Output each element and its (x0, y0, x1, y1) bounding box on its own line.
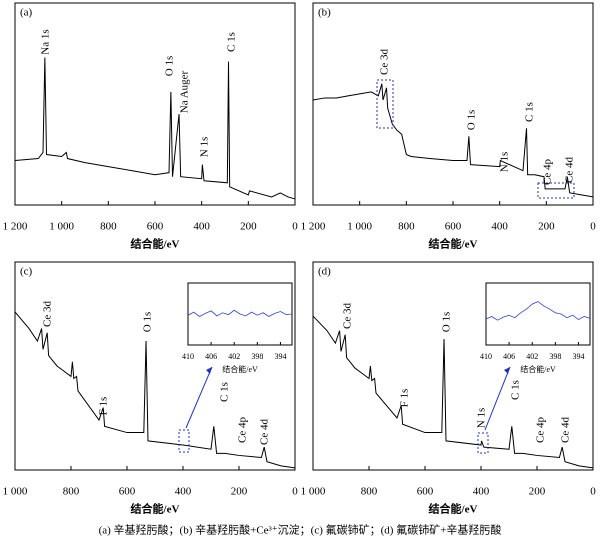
x-tick-label: 200 (231, 486, 248, 498)
peak-label: O 1s (441, 312, 453, 332)
highlight-box (376, 79, 394, 129)
peak-label: C 1s (524, 102, 536, 122)
x-tick-label: 406 (205, 352, 217, 361)
peak-label: Ce 3d (379, 49, 391, 75)
x-tick-label: 0 (590, 486, 596, 498)
x-tick-label: 400 (491, 221, 508, 233)
highlight-box (537, 182, 575, 199)
peak-label: Ce 4p (535, 417, 547, 443)
peak-label: Ce 4d (560, 417, 572, 443)
peak-label: C 1s (510, 380, 522, 400)
x-tick-label: 1 000 (3, 486, 28, 498)
peak-label: Ce 3d (342, 303, 354, 329)
x-tick-label: 400 (193, 221, 210, 233)
spectrum-line (14, 311, 296, 469)
x-tick-label: 800 (361, 486, 378, 498)
x-tick-label: 600 (119, 486, 136, 498)
peak-label: F 1s (399, 389, 411, 408)
x-tick-label: 394 (572, 352, 584, 361)
x-tick-label: 406 (503, 352, 515, 361)
x-tick-label: 410 (480, 352, 492, 361)
peak-label: C 1s (226, 32, 238, 52)
x-axis-label: 结合能/eV (520, 364, 556, 374)
x-tick-label: 200 (538, 221, 555, 233)
plot-frame (312, 261, 594, 471)
x-tick-label: 402 (228, 352, 240, 361)
highlight-box (477, 432, 489, 454)
highlight-box (178, 429, 190, 453)
peak-label: O 1s (164, 56, 176, 76)
panel-label: (a) (20, 7, 33, 19)
x-tick-label: 1 000 (49, 221, 74, 233)
x-tick-label: 0 (590, 221, 596, 233)
peak-label: N 1s (499, 152, 511, 172)
panel-label: (c) (20, 266, 33, 278)
x-axis-label: 结合能/eV (130, 237, 180, 251)
peak-label: C 1s (219, 382, 231, 402)
arrow (484, 366, 511, 431)
x-tick-label: 0 (292, 486, 298, 498)
x-axis-label: 结合能/eV (130, 502, 180, 516)
arrow-head (504, 367, 510, 374)
peak-label: Ce 3d (42, 301, 54, 327)
x-tick-label: 400 (175, 486, 192, 498)
plot-frame (485, 282, 591, 346)
peak-label: Na Auger (179, 70, 191, 113)
x-tick-label: 402 (526, 352, 538, 361)
x-tick-label: 398 (549, 352, 561, 361)
spectrum-line (187, 309, 293, 317)
peak-label: F 1s (98, 397, 110, 416)
panel-label: (b) (318, 7, 331, 19)
x-tick-label: 0 (292, 221, 298, 233)
x-tick-label: 600 (445, 221, 462, 233)
x-tick-label: 600 (417, 486, 434, 498)
x-tick-label: 200 (240, 221, 257, 233)
peak-label: Ce 4d (259, 419, 271, 445)
x-tick-label: 200 (529, 486, 546, 498)
spectrum-line (312, 315, 594, 469)
peak-label: Ce 4p (237, 417, 249, 443)
x-axis-label: 结合能/eV (428, 237, 478, 251)
x-tick-label: 1 200 (3, 221, 28, 233)
x-tick-label: 398 (251, 352, 263, 361)
x-axis-label: 结合能/eV (428, 502, 478, 516)
x-tick-label: 1 000 (301, 486, 326, 498)
x-tick-label: 394 (274, 352, 286, 361)
x-tick-label: 800 (398, 221, 415, 233)
x-tick-label: 1 000 (347, 221, 372, 233)
spectrum-line (14, 57, 296, 200)
caption: (a) 辛基羟肟酸；(b) 辛基羟肟酸+Ce³⁺沉淀；(c) 氟碳铈矿；(d) … (99, 523, 502, 537)
x-tick-label: 800 (63, 486, 80, 498)
spectrum-line (485, 301, 591, 321)
arrow (185, 366, 213, 429)
peak-label: Ce 4p (542, 159, 554, 185)
plot-frame (14, 261, 296, 471)
peak-label: Na 1s (40, 29, 52, 54)
x-tick-label: 400 (473, 486, 490, 498)
x-axis-label: 结合能/eV (222, 364, 258, 374)
arrow-head (206, 367, 212, 374)
x-tick-label: 600 (147, 221, 164, 233)
x-tick-label: 800 (100, 221, 117, 233)
peak-label: O 1s (142, 312, 154, 332)
peak-label: O 1s (466, 110, 478, 130)
x-tick-label: 410 (182, 352, 194, 361)
panel-label: (d) (318, 266, 331, 278)
peak-label: N 1s (199, 137, 211, 157)
peak-label: Ce 4d (564, 157, 576, 183)
peak-label: N 1s (476, 408, 488, 428)
x-tick-label: 1 200 (301, 221, 326, 233)
